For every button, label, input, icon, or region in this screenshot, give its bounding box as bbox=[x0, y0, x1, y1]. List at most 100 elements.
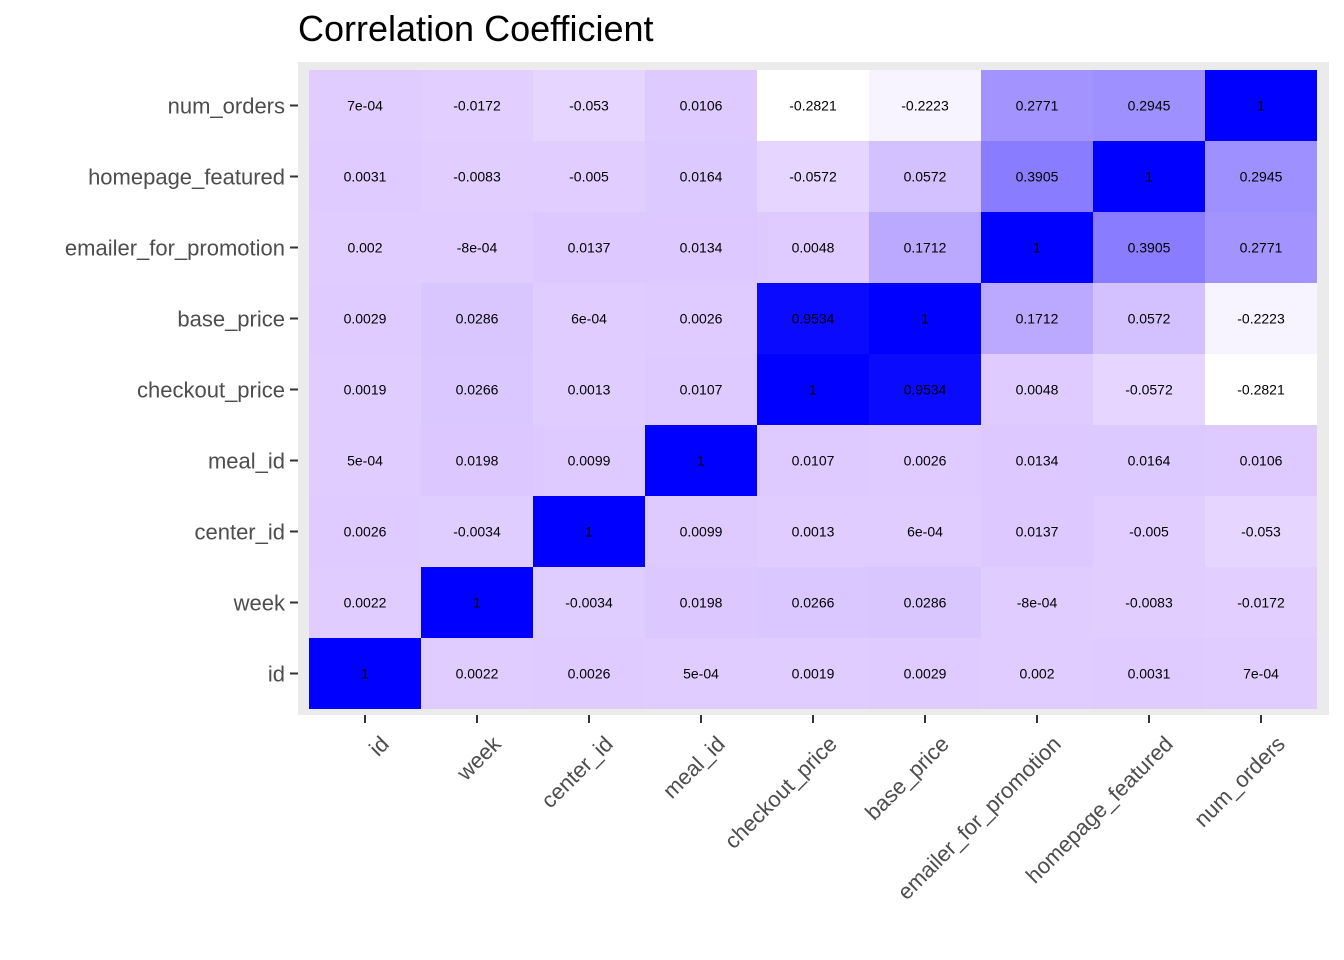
heatmap-cell-week-emailer_for_promotion bbox=[981, 567, 1093, 638]
cell-label-emailer_for_promotion-center_id: 0.0137 bbox=[568, 240, 611, 256]
heatmap-cell-base_price-meal_id bbox=[645, 283, 757, 354]
heatmap-cell-num_orders-week bbox=[421, 70, 533, 141]
heatmap-cell-center_id-emailer_for_promotion bbox=[981, 496, 1093, 567]
heatmap-cell-meal_id-id bbox=[309, 425, 421, 496]
cell-label-checkout_price-id: 0.0019 bbox=[344, 382, 387, 398]
cell-label-emailer_for_promotion-week: -8e-04 bbox=[457, 240, 498, 256]
heatmap-cell-homepage_featured-emailer_for_promotion bbox=[981, 141, 1093, 212]
heatmap-cell-base_price-checkout_price bbox=[757, 283, 869, 354]
cell-label-center_id-emailer_for_promotion: 0.0137 bbox=[1016, 524, 1059, 540]
heatmap-cell-num_orders-meal_id bbox=[645, 70, 757, 141]
cell-label-num_orders-id: 7e-04 bbox=[347, 98, 383, 114]
cell-label-homepage_featured-meal_id: 0.0164 bbox=[680, 169, 723, 185]
heatmap-cell-id-center_id bbox=[533, 638, 645, 709]
heatmap-cell-base_price-homepage_featured bbox=[1093, 283, 1205, 354]
y-tick-label-id: id bbox=[268, 662, 285, 687]
cell-label-emailer_for_promotion-id: 0.002 bbox=[347, 240, 382, 256]
heatmap-cell-checkout_price-center_id bbox=[533, 354, 645, 425]
cell-label-base_price-checkout_price: 0.9534 bbox=[792, 311, 835, 327]
cell-label-id-emailer_for_promotion: 0.002 bbox=[1019, 666, 1054, 682]
cell-label-emailer_for_promotion-meal_id: 0.0134 bbox=[680, 240, 723, 256]
cell-label-id-base_price: 0.0029 bbox=[904, 666, 947, 682]
heatmap-cell-meal_id-center_id bbox=[533, 425, 645, 496]
cell-label-num_orders-num_orders: 1 bbox=[1257, 98, 1265, 114]
x-tick-label-base_price: base_price bbox=[860, 731, 954, 825]
cell-label-center_id-week: -0.0034 bbox=[453, 524, 501, 540]
cell-label-homepage_featured-id: 0.0031 bbox=[344, 169, 387, 185]
cell-label-emailer_for_promotion-emailer_for_promotion: 1 bbox=[1033, 240, 1041, 256]
heatmap-cell-checkout_price-week bbox=[421, 354, 533, 425]
heatmap-cells bbox=[309, 70, 1317, 709]
heatmap-cell-emailer_for_promotion-emailer_for_promotion bbox=[981, 212, 1093, 283]
heatmap-cell-week-homepage_featured bbox=[1093, 567, 1205, 638]
cell-label-checkout_price-center_id: 0.0013 bbox=[568, 382, 611, 398]
heatmap-cell-week-num_orders bbox=[1205, 567, 1317, 638]
heatmap-cell-num_orders-num_orders bbox=[1205, 70, 1317, 141]
cell-label-week-id: 0.0022 bbox=[344, 595, 387, 611]
cell-label-meal_id-base_price: 0.0026 bbox=[904, 453, 947, 469]
cell-label-base_price-week: 0.0286 bbox=[456, 311, 499, 327]
heatmap-cell-week-checkout_price bbox=[757, 567, 869, 638]
heatmap-cell-base_price-id bbox=[309, 283, 421, 354]
heatmap-cell-center_id-week bbox=[421, 496, 533, 567]
cell-label-num_orders-week: -0.0172 bbox=[453, 98, 501, 114]
heatmap-cell-id-base_price bbox=[869, 638, 981, 709]
heatmap-cell-emailer_for_promotion-num_orders bbox=[1205, 212, 1317, 283]
cell-label-id-num_orders: 7e-04 bbox=[1243, 666, 1279, 682]
cell-label-id-meal_id: 5e-04 bbox=[683, 666, 719, 682]
cell-label-checkout_price-week: 0.0266 bbox=[456, 382, 499, 398]
heatmap-cell-id-id bbox=[309, 638, 421, 709]
cell-label-meal_id-meal_id: 1 bbox=[697, 453, 705, 469]
heatmap-cell-base_price-emailer_for_promotion bbox=[981, 283, 1093, 354]
cell-label-checkout_price-base_price: 0.9534 bbox=[904, 382, 947, 398]
heatmap-cell-base_price-center_id bbox=[533, 283, 645, 354]
heatmap-cell-id-week bbox=[421, 638, 533, 709]
cell-label-emailer_for_promotion-checkout_price: 0.0048 bbox=[792, 240, 835, 256]
cell-label-week-week: 1 bbox=[473, 595, 481, 611]
heatmap-cell-checkout_price-num_orders bbox=[1205, 354, 1317, 425]
cell-label-emailer_for_promotion-homepage_featured: 0.3905 bbox=[1128, 240, 1171, 256]
cell-label-num_orders-meal_id: 0.0106 bbox=[680, 98, 723, 114]
heatmap-cell-homepage_featured-checkout_price bbox=[757, 141, 869, 212]
cell-label-center_id-homepage_featured: -0.005 bbox=[1129, 524, 1169, 540]
cell-label-center_id-meal_id: 0.0099 bbox=[680, 524, 723, 540]
cell-label-meal_id-id: 5e-04 bbox=[347, 453, 383, 469]
cell-label-num_orders-center_id: -0.053 bbox=[569, 98, 609, 114]
cell-label-center_id-id: 0.0026 bbox=[344, 524, 387, 540]
heatmap-cell-emailer_for_promotion-homepage_featured bbox=[1093, 212, 1205, 283]
heatmap-cell-homepage_featured-base_price bbox=[869, 141, 981, 212]
heatmap-cell-num_orders-checkout_price bbox=[757, 70, 869, 141]
heatmap-cell-meal_id-meal_id bbox=[645, 425, 757, 496]
cell-label-id-center_id: 0.0026 bbox=[568, 666, 611, 682]
heatmap-cell-emailer_for_promotion-meal_id bbox=[645, 212, 757, 283]
heatmap-cell-num_orders-center_id bbox=[533, 70, 645, 141]
cell-label-homepage_featured-week: -0.0083 bbox=[453, 169, 501, 185]
x-tick-label-checkout_price: checkout_price bbox=[720, 731, 842, 853]
cell-label-week-num_orders: -0.0172 bbox=[1237, 595, 1285, 611]
cell-label-checkout_price-num_orders: -0.2821 bbox=[1237, 382, 1285, 398]
cell-label-num_orders-homepage_featured: 0.2945 bbox=[1128, 98, 1171, 114]
heatmap-cell-base_price-week bbox=[421, 283, 533, 354]
heatmap-cell-checkout_price-homepage_featured bbox=[1093, 354, 1205, 425]
heatmap-cell-week-center_id bbox=[533, 567, 645, 638]
cell-label-emailer_for_promotion-base_price: 0.1712 bbox=[904, 240, 947, 256]
heatmap-cell-meal_id-homepage_featured bbox=[1093, 425, 1205, 496]
y-tick-label-center_id: center_id bbox=[194, 520, 285, 545]
y-tick-label-base_price: base_price bbox=[177, 307, 285, 332]
heatmap-cell-week-meal_id bbox=[645, 567, 757, 638]
cell-label-base_price-homepage_featured: 0.0572 bbox=[1128, 311, 1171, 327]
x-tick-label-num_orders: num_orders bbox=[1189, 731, 1290, 832]
cell-label-week-center_id: -0.0034 bbox=[565, 595, 613, 611]
heatmap-cell-id-emailer_for_promotion bbox=[981, 638, 1093, 709]
heatmap-cell-base_price-num_orders bbox=[1205, 283, 1317, 354]
heatmap-cell-checkout_price-emailer_for_promotion bbox=[981, 354, 1093, 425]
cell-label-num_orders-checkout_price: -0.2821 bbox=[789, 98, 837, 114]
cell-label-homepage_featured-emailer_for_promotion: 0.3905 bbox=[1016, 169, 1059, 185]
heatmap-cell-center_id-homepage_featured bbox=[1093, 496, 1205, 567]
cell-label-num_orders-base_price: -0.2223 bbox=[901, 98, 949, 114]
heatmap-cell-emailer_for_promotion-base_price bbox=[869, 212, 981, 283]
heatmap-cell-checkout_price-checkout_price bbox=[757, 354, 869, 425]
x-tick-label-id: id bbox=[364, 731, 394, 761]
cell-label-meal_id-homepage_featured: 0.0164 bbox=[1128, 453, 1171, 469]
